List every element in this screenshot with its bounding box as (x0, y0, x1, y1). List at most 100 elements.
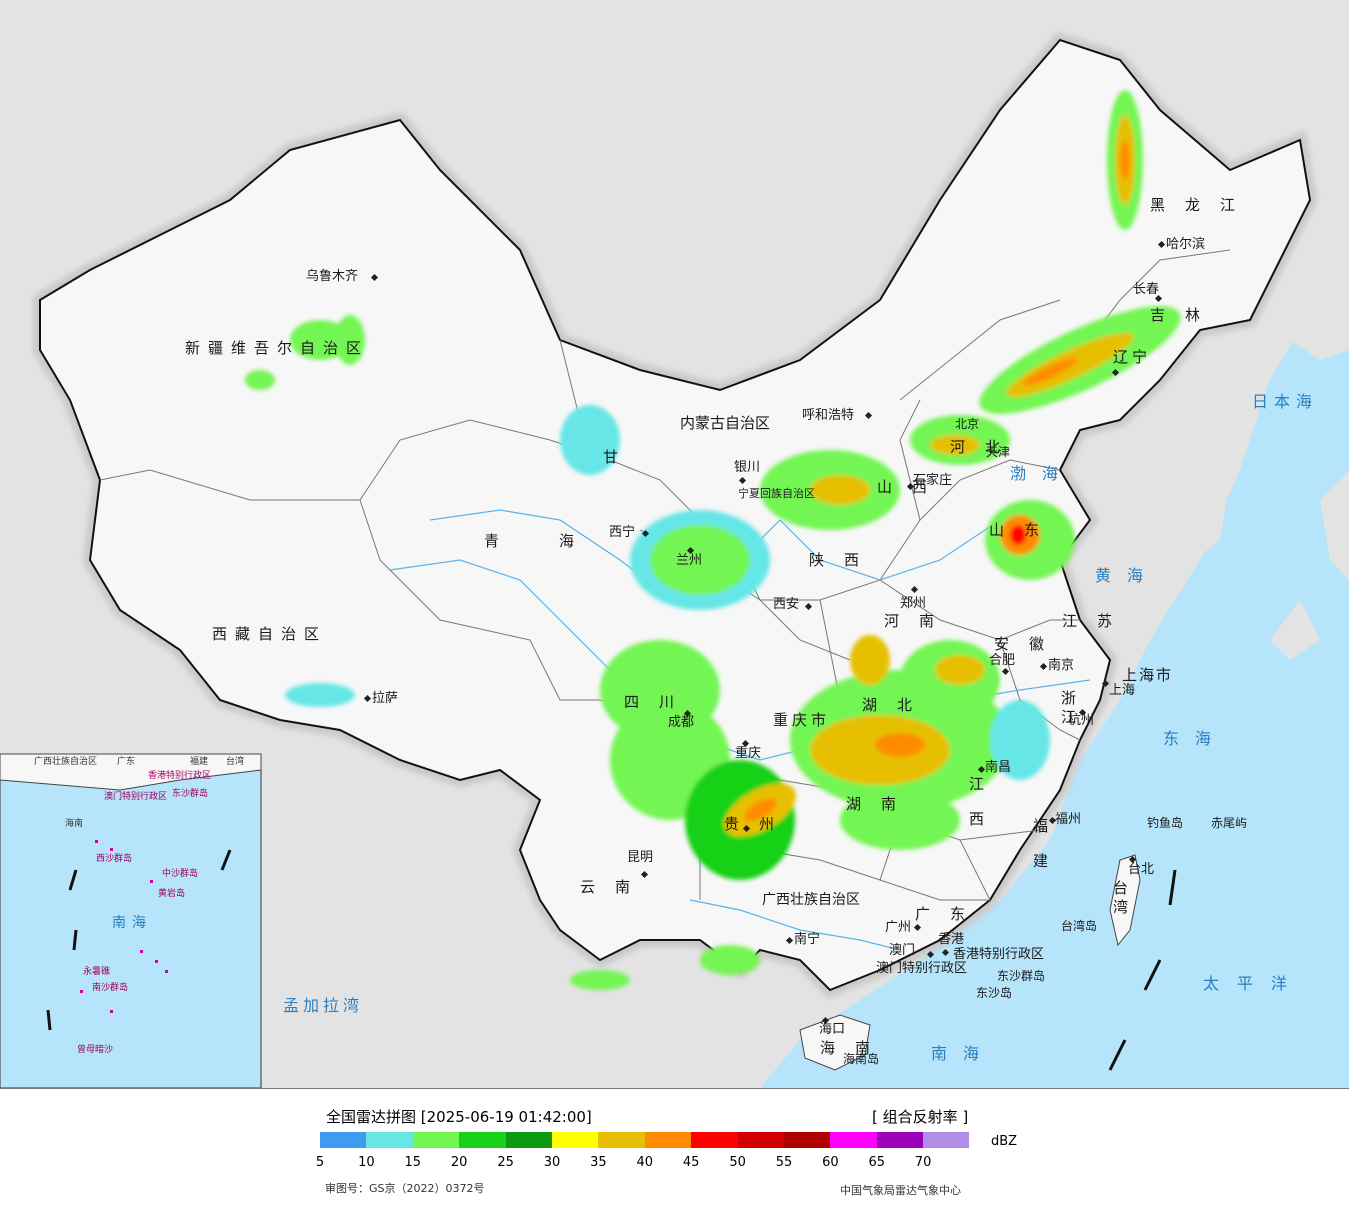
color-swatch (598, 1132, 645, 1148)
province-label-xinjiang: 新疆维吾尔自治区 (185, 339, 370, 357)
scale-tick-label: 50 (729, 1155, 746, 1170)
legend-panel: 全国雷达拼图 [2025-06-19 01:42:00] [ 组合反射率 ] 5… (0, 1089, 1349, 1208)
province-label-zhejiang: 浙江 (1059, 690, 1077, 728)
hainan-island (799, 1014, 871, 1071)
inset-label: 曾母暗沙 (77, 1045, 114, 1055)
inset-label: 永暑礁 (83, 967, 111, 977)
city-label-yinchuan: 银川 (734, 460, 761, 475)
province-label-beijing: 北京 (955, 417, 980, 431)
city-label-nanjing: 南京 (1048, 658, 1075, 673)
color-swatch (644, 1132, 692, 1148)
data-source-credit: 中国气象局雷达气象中心 (840, 1184, 961, 1197)
city-label-kunming: 昆明 (627, 850, 654, 865)
province-label-tianjin: 天津 (986, 445, 1011, 459)
city-label-chengdu: 成都 (668, 715, 695, 730)
inset-label: 香港特别行政区 (148, 771, 212, 781)
province-label-shanghai: 上海市 (1122, 666, 1174, 684)
province-label-taiwan: 台湾 (1111, 880, 1129, 918)
radar-echoes (245, 90, 1181, 990)
province-label-guangxi: 广西壮族自治区 (762, 892, 860, 908)
city-label-harbin: 哈尔滨 (1166, 237, 1206, 252)
province-label-shanxi: 山西 (877, 480, 947, 495)
sea-label-mengjialawan: 孟加拉湾 (283, 996, 364, 1015)
indochina-land (520, 920, 800, 1088)
map-canvas (0, 0, 1349, 1088)
island-label-hainan: 海南岛 (843, 1052, 880, 1066)
radar-map: 新疆维吾尔自治区 西藏自治区 青海 甘 内蒙古自治区 黑龙江 吉林 辽宁 河北 … (0, 0, 1349, 1089)
city-label-macau: 澳门 (889, 943, 916, 958)
city-label-lanzhou: 兰州 (676, 553, 703, 568)
city-label-nanchang: 南昌 (985, 760, 1012, 775)
sea-label-ribenhai: 日本海 (1252, 392, 1319, 411)
island-label-dongsha-island: 东沙岛 (976, 986, 1013, 1000)
color-swatch (691, 1132, 738, 1148)
province-label-guangdong: 广东 (915, 905, 986, 923)
province-label-yunnan: 云南 (580, 878, 651, 896)
province-label-macau: 澳门特别行政区 (876, 961, 968, 976)
legend-unit: dBZ (991, 1134, 1018, 1149)
scale-tick-label: 60 (822, 1155, 839, 1170)
province-label-neimenggu: 内蒙古自治区 (680, 414, 771, 432)
scale-tick-label: 55 (775, 1155, 793, 1170)
inset-islands (80, 840, 168, 1013)
province-label-shandong: 山东 (989, 521, 1060, 539)
province-label-ningxia: 宁夏回族自治区 (738, 487, 815, 500)
color-swatch (830, 1132, 877, 1148)
inset-label: 广东 (117, 757, 136, 767)
province-label-gansu: 甘 (603, 448, 639, 466)
city-label-hangzhou: 杭州 (1068, 713, 1095, 728)
nine-dash-line (46, 849, 1177, 1071)
city-label-changchun: 长春 (1133, 282, 1160, 297)
inset-label: 台湾 (226, 757, 245, 767)
island-label-chiwei: 赤尾屿 (1211, 816, 1248, 830)
color-swatch (412, 1132, 460, 1148)
province-label-hk: 香港特别行政区 (953, 947, 1045, 962)
province-label-fujian: 福建 (1031, 818, 1049, 888)
city-label-xian: 西安 (773, 597, 800, 612)
island-label-dongsha: 东沙群岛 (997, 969, 1046, 983)
province-label-chongqing: 重庆市 (773, 711, 831, 729)
province-label-jiangxi: 江西 (967, 776, 985, 846)
scale-tick-label: 45 (682, 1155, 700, 1170)
color-swatch (551, 1132, 599, 1148)
scale-tick-label: 70 (914, 1155, 932, 1170)
province-label-anhui: 安徽 (994, 635, 1065, 653)
sea-label-bohai: 渤海 (1010, 464, 1075, 483)
city-label-lhasa: 拉萨 (372, 691, 399, 706)
japan-land (1270, 280, 1349, 660)
taiwan-island (1109, 854, 1141, 947)
province-label-hainan: 海南 (820, 1039, 891, 1057)
inset-label: 东沙群岛 (172, 789, 209, 799)
island-label-diaoyu: 钓鱼岛 (1147, 816, 1184, 830)
legend-product-name: [ 组合反射率 ] (872, 1108, 969, 1126)
city-label-haikou: 海口 (819, 1022, 846, 1037)
scale-tick-label: 35 (590, 1155, 607, 1170)
province-label-sichuan: 四川 (624, 693, 695, 711)
scale-tick-label: 25 (497, 1155, 514, 1170)
color-swatch (737, 1132, 784, 1148)
color-scale-ticks: 5 10 15 20 25 30 35 40 45 50 55 60 65 70 (316, 1155, 1020, 1171)
province-label-jiangsu: 江苏 (1062, 612, 1133, 630)
city-label-xining: 西宁 (609, 525, 636, 540)
province-label-henan: 河南 (884, 612, 955, 630)
city-label-taipei: 台北 (1128, 862, 1155, 877)
sea-label-nanhai: 南海 (931, 1044, 996, 1063)
scale-tick-label: 15 (404, 1155, 422, 1170)
scale-tick-label: 5 (315, 1155, 325, 1170)
color-scale-bar (320, 1132, 970, 1148)
city-label-nanning: 南宁 (794, 932, 821, 947)
inset-label: 黄岩岛 (158, 889, 186, 899)
color-swatch (505, 1132, 552, 1148)
color-swatch (320, 1132, 367, 1148)
province-label-hebei: 河北 (950, 438, 1021, 456)
inset-label: 南沙群岛 (92, 983, 129, 993)
inset-label: 西沙群岛 (96, 854, 133, 864)
city-label-shijiazhuang: 石家庄 (913, 473, 953, 488)
color-swatch (783, 1132, 831, 1148)
city-label-fuzhou: 福州 (1055, 812, 1082, 827)
scale-tick-label: 30 (543, 1155, 561, 1170)
province-label-jilin: 吉林 (1150, 306, 1221, 324)
korea-land (1150, 330, 1230, 560)
city-label-chongqing: 重庆 (735, 746, 762, 761)
city-label-hohhot: 呼和浩特 (802, 408, 855, 423)
